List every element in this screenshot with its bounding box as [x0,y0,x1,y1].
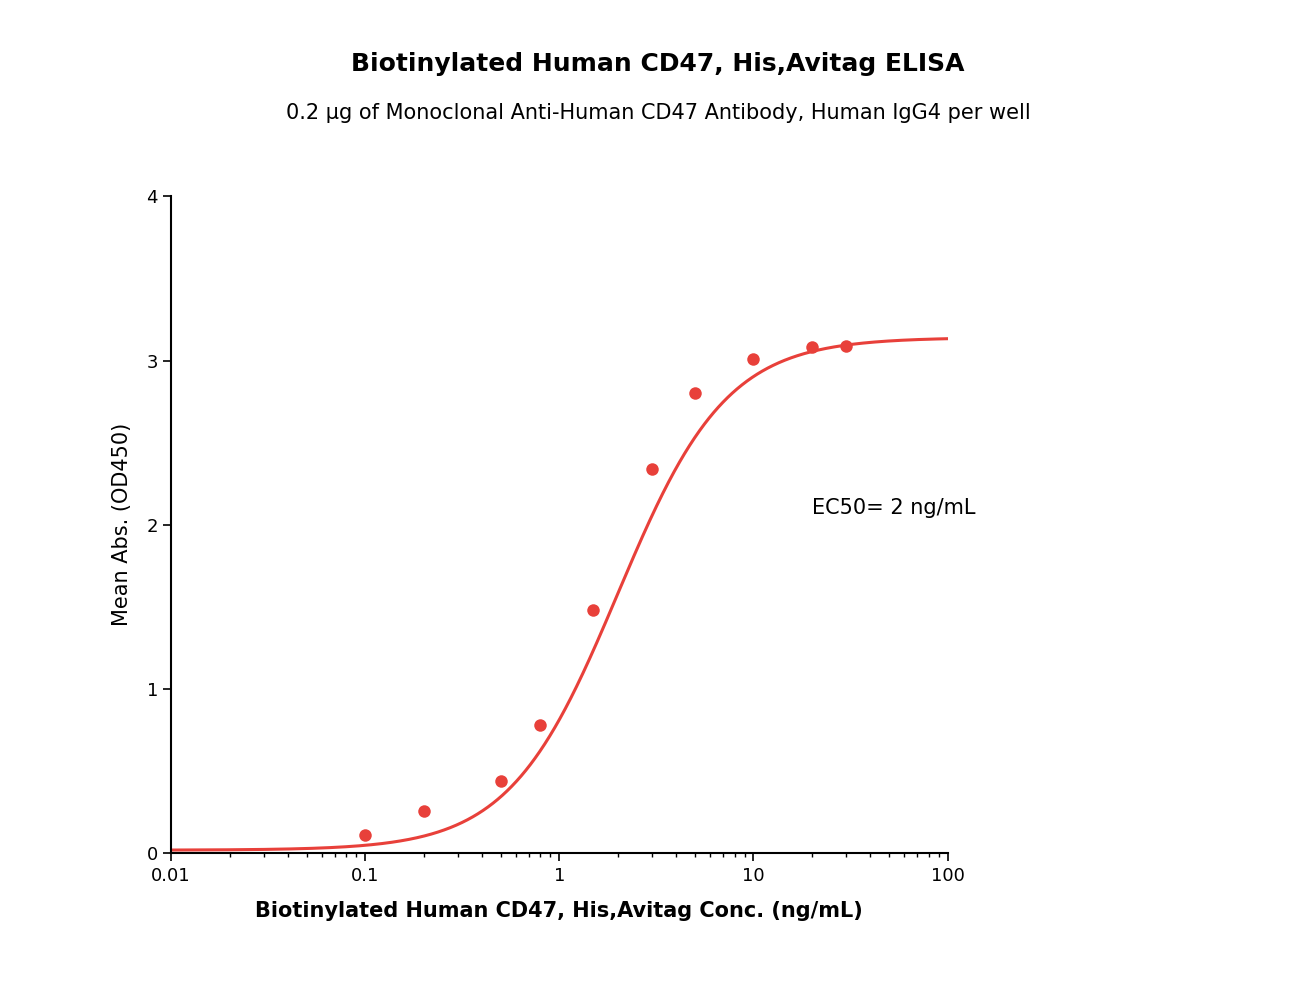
Text: EC50= 2 ng/mL: EC50= 2 ng/mL [812,498,975,518]
Y-axis label: Mean Abs. (OD450): Mean Abs. (OD450) [112,423,133,627]
X-axis label: Biotinylated Human CD47, His,Avitag Conc. (ng/mL): Biotinylated Human CD47, His,Avitag Conc… [255,902,863,921]
Text: Biotinylated Human CD47, His,Avitag ELISA: Biotinylated Human CD47, His,Avitag ELIS… [351,52,965,76]
Text: 0.2 μg of Monoclonal Anti-Human CD47 Antibody, Human IgG4 per well: 0.2 μg of Monoclonal Anti-Human CD47 Ant… [286,103,1030,123]
